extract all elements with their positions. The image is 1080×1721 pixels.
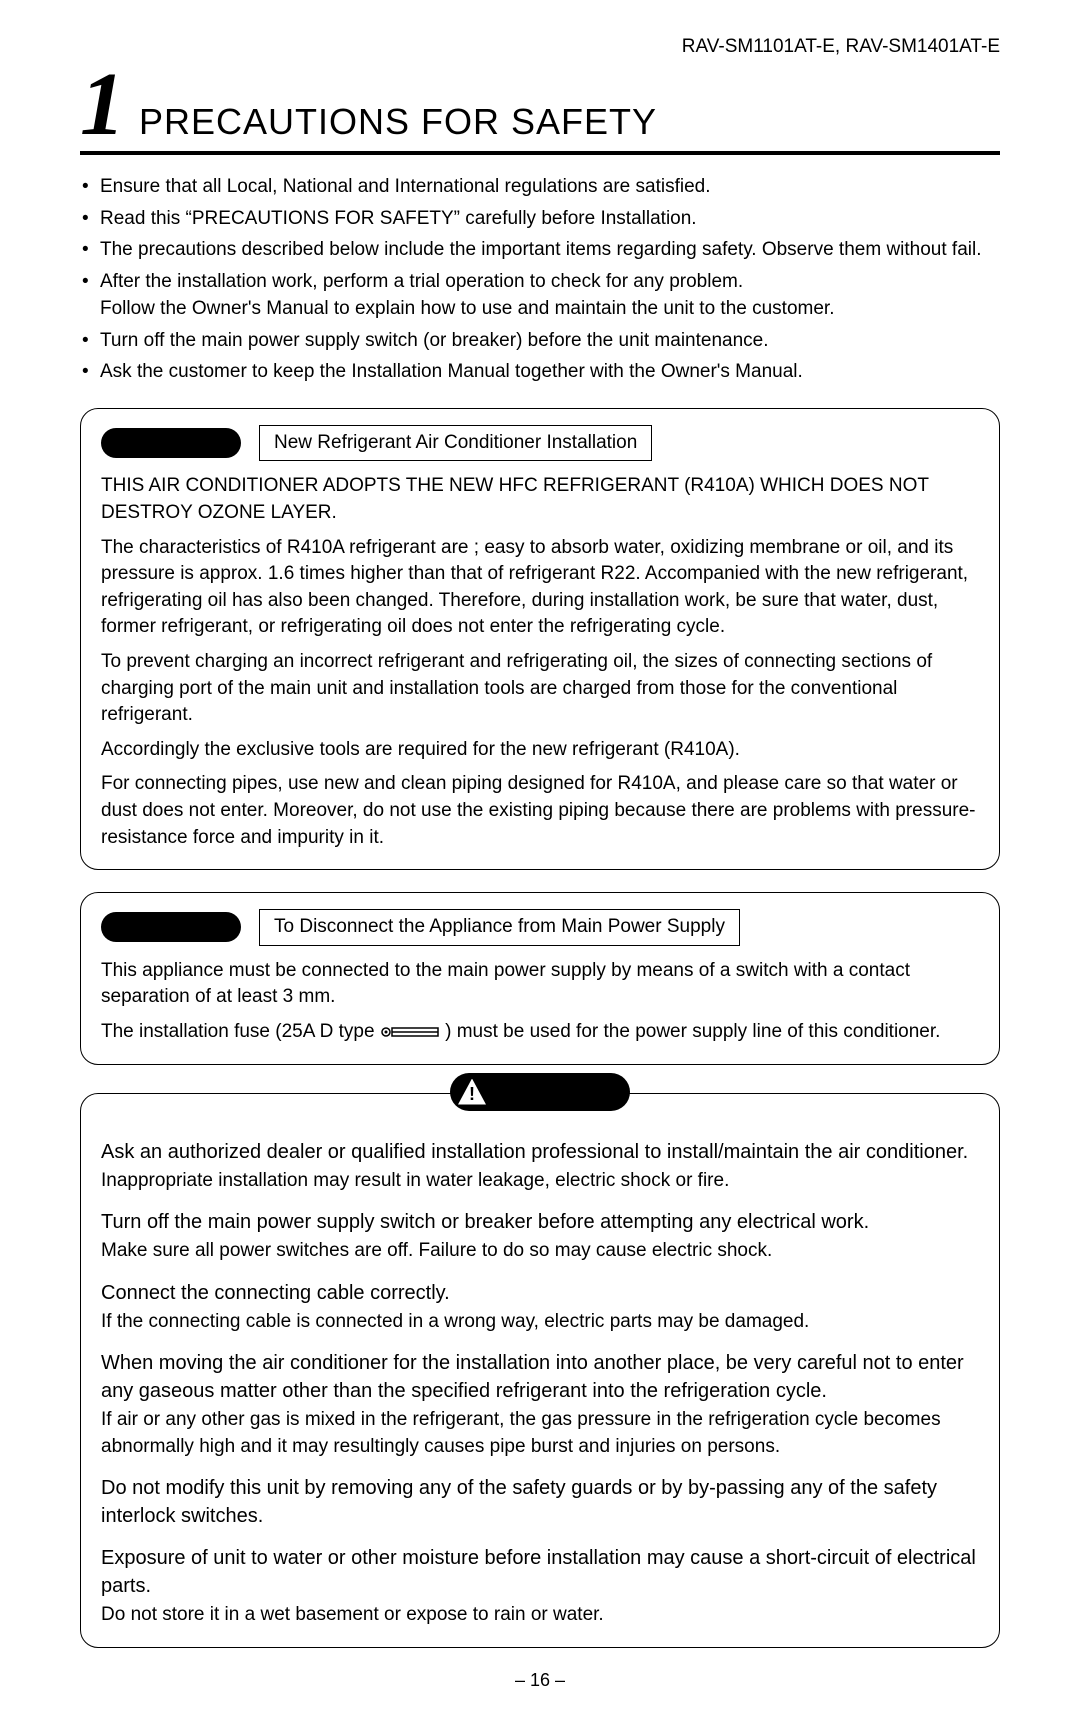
safety-bullets: Ensure that all Local, National and Inte… [80,173,1000,386]
panel-paragraph: The characteristics of R410A refrigerant… [101,535,979,641]
bullet-item: Read this “PRECAUTIONS FOR SAFETY” caref… [80,205,1000,233]
panel-header: New Refrigerant Air Conditioner Installa… [101,425,979,462]
panel-paragraph: The installation fuse (25A D type ) must… [101,1019,979,1046]
warning-item: Exposure of unit to water or other moist… [101,1544,979,1629]
panel-paragraph: Accordingly the exclusive tools are requ… [101,737,979,764]
bullet-subtext: Follow the Owner's Manual to explain how… [100,295,1000,323]
fuse-text-post: ) must be used for the power supply line… [445,1021,940,1042]
fuse-icon [380,1024,440,1040]
panel-header: To Disconnect the Appliance from Main Po… [101,909,979,946]
warning-sub: Do not store it in a wet basement or exp… [101,1602,979,1629]
warning-item: Do not modify this unit by removing any … [101,1474,979,1530]
warning-sub: Inappropriate installation may result in… [101,1168,979,1195]
panel-paragraph: For connecting pipes, use new and clean … [101,771,979,851]
warning-sub: Make sure all power switches are off. Fa… [101,1238,979,1265]
warning-item: Connect the connecting cable correctly. … [101,1279,979,1336]
panel-box-label: New Refrigerant Air Conditioner Installa… [259,425,652,462]
panel-paragraph: This appliance must be connected to the … [101,958,979,1011]
warning-sub: If air or any other gas is mixed in the … [101,1407,979,1460]
warning-panel: Ask an authorized dealer or qualified in… [80,1093,1000,1649]
warning-lead: Connect the connecting cable correctly. [101,1279,979,1307]
bullet-item: Ask the customer to keep the Installatio… [80,358,1000,386]
pill-badge [101,912,241,942]
model-numbers: RAV-SM1101AT-E, RAV-SM1401AT-E [80,36,1000,58]
bullet-text: After the installation work, perform a t… [100,271,743,292]
bullet-item: Turn off the main power supply switch (o… [80,327,1000,355]
warning-lead: Turn off the main power supply switch or… [101,1208,979,1236]
bullet-item: The precautions described below include … [80,236,1000,264]
warning-section: Ask an authorized dealer or qualified in… [80,1093,1000,1649]
chapter-title: PRECAUTIONS FOR SAFETY [139,101,657,143]
warning-triangle-icon [458,1079,486,1105]
panel-box-label: To Disconnect the Appliance from Main Po… [259,909,740,946]
page: RAV-SM1101AT-E, RAV-SM1401AT-E 1 PRECAUT… [0,0,1080,1721]
warning-sub: If the connecting cable is connected in … [101,1309,979,1336]
panel-headline: THIS AIR CONDITIONER ADOPTS THE NEW HFC … [101,473,979,526]
warning-item: Turn off the main power supply switch or… [101,1208,979,1265]
fuse-text-pre: The installation fuse (25A D type [101,1021,380,1042]
chapter-number: 1 [80,64,125,145]
warning-lead: Ask an authorized dealer or qualified in… [101,1138,979,1166]
warning-item: Ask an authorized dealer or qualified in… [101,1138,979,1195]
heading-rule [80,151,1000,155]
panel-paragraph: To prevent charging an incorrect refrige… [101,649,979,729]
warning-lead: Do not modify this unit by removing any … [101,1474,979,1530]
warning-lead: When moving the air conditioner for the … [101,1349,979,1405]
warning-badge [450,1073,630,1111]
pill-badge [101,428,241,458]
bullet-item: After the installation work, perform a t… [80,268,1000,323]
disconnect-panel: To Disconnect the Appliance from Main Po… [80,892,1000,1064]
bullet-item: Ensure that all Local, National and Inte… [80,173,1000,201]
refrigerant-panel: New Refrigerant Air Conditioner Installa… [80,408,1000,870]
chapter-heading: 1 PRECAUTIONS FOR SAFETY [80,64,1000,145]
warning-item: When moving the air conditioner for the … [101,1349,979,1460]
warning-lead: Exposure of unit to water or other moist… [101,1544,979,1600]
page-number: – 16 – [80,1670,1000,1691]
